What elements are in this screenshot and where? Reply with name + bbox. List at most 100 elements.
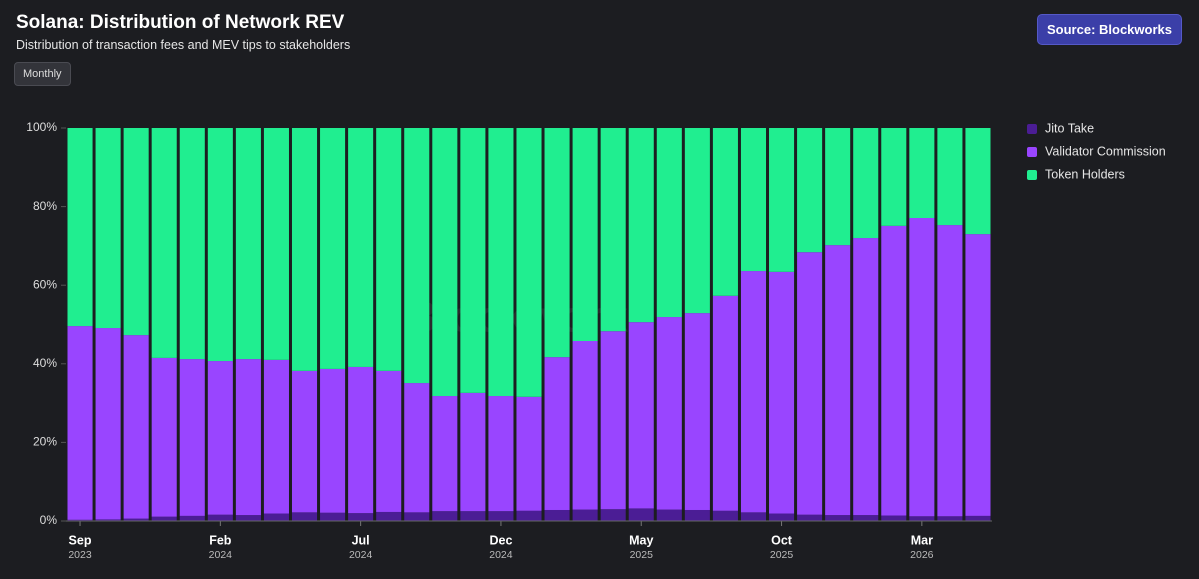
bar-segment [853,238,879,516]
bar-segment [179,515,205,521]
bar-segment [432,396,458,512]
bar-segment [67,519,93,521]
bar-segment [797,514,823,521]
source-button[interactable]: Source: Blockworks [1037,14,1182,45]
bar-segment [965,515,991,521]
bar-segment [712,295,738,511]
x-tick-year: 2026 [910,549,934,561]
bar-segment [600,128,626,332]
x-tick-label: Jul [352,533,370,547]
bar-segment [572,509,598,521]
bar-segment [825,245,851,516]
bar-segment [712,510,738,521]
bar-segment [207,514,233,521]
bar-segment [965,234,991,516]
bar-segment [825,515,851,521]
bar-segment [572,341,598,510]
legend-swatch [1027,147,1037,157]
bar-segment [740,128,767,272]
bar-segment [853,515,879,521]
y-tick-label: 80% [33,199,57,213]
bar-segment [376,511,402,521]
bar-segment [516,510,542,521]
y-tick-label: 0% [40,513,58,527]
bar-segment [151,516,177,521]
bar-segment [95,128,121,329]
bar-segment [235,515,261,521]
bar-segment [291,128,318,371]
x-tick-year: 2024 [349,549,373,561]
bar-segment [797,128,823,253]
bar-segment [263,513,289,521]
period-button[interactable]: Monthly [14,62,71,86]
bar-segment [656,509,682,521]
bar-segment [460,511,486,521]
bar-segment [740,271,767,513]
bar-segment [628,508,654,521]
bar-segment [263,128,289,360]
bar-segment [712,128,738,296]
bar-segment [684,509,710,521]
bar-segment [460,392,486,512]
subtitle: Distribution of transaction fees and MEV… [16,38,351,52]
bar-segment [909,516,935,521]
bar-segment [123,128,149,336]
y-tick-label: 40% [33,356,57,370]
bar-segment [572,128,598,342]
bar-segment [179,128,205,360]
bar-segment [67,128,93,327]
bar-segment [656,317,682,510]
bar-segment [376,128,402,371]
bar-segment [263,359,289,514]
bar-segment [67,326,93,520]
legend-label: Token Holders [1045,167,1125,181]
bar-segment [123,518,149,521]
bar-segment [853,128,879,239]
bar-segment [460,128,486,393]
bar-segment [909,217,935,517]
x-tick-year: 2024 [209,549,233,561]
bar-segment [544,357,570,510]
bar-segment [488,511,514,521]
bar-segment [404,383,430,513]
legend-swatch [1027,170,1037,180]
bar-segment [404,512,430,521]
bar-segment [544,509,570,521]
bar-segment [881,515,907,521]
bar-segment [488,396,514,512]
x-tick-label: Oct [771,533,793,547]
x-tick-label: Sep [69,533,92,547]
bar-segment [825,128,851,246]
bar-segment [937,128,963,226]
bar-segment [769,271,795,514]
bar-segment [628,322,654,509]
bar-segment [235,359,261,516]
x-tick-year: 2023 [68,549,92,561]
bar-segment [909,128,935,218]
bar-segment [320,512,346,521]
legend-label: Jito Take [1045,121,1094,135]
y-tick-label: 60% [33,277,57,291]
bar-segment [291,370,318,513]
bar-segment [881,128,907,226]
y-tick-label: 20% [33,435,57,449]
bar-segment [488,128,514,397]
bar-segment [684,313,710,510]
bar-segment [235,128,261,360]
bar-segment [151,357,177,517]
bar-segment [937,225,963,517]
x-tick-year: 2025 [630,549,654,561]
bar-segment [151,128,177,358]
bar-segment [656,128,682,318]
bar-segment [207,128,233,362]
bar-segment [600,509,626,521]
bar-segment [965,128,991,235]
x-tick-label: Feb [209,533,232,547]
bar-segment [544,128,570,358]
bar-segment [95,328,121,520]
bar-segment [432,511,458,521]
bar-segment [207,361,233,515]
bar-segment [320,368,346,513]
